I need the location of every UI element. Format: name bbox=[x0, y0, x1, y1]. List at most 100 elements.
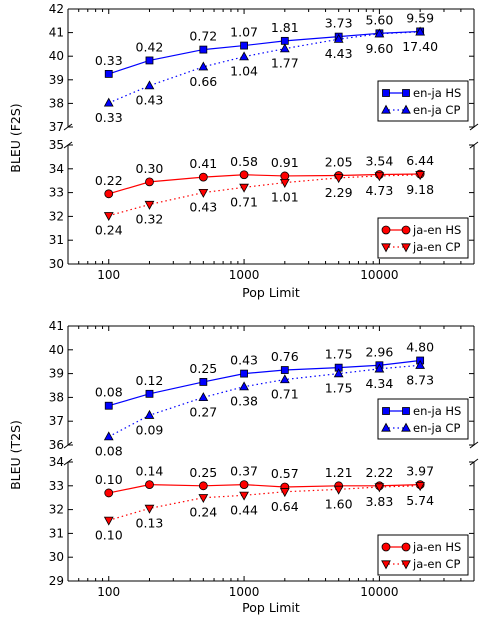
fig0-p0-s0-point bbox=[199, 45, 208, 54]
fig0-p1-ytick-label: 32 bbox=[49, 209, 64, 223]
fig1-p1-ytick-label: 29 bbox=[49, 574, 64, 588]
fig0-p1-s1-point bbox=[239, 183, 249, 193]
fig0-p1-legend-box bbox=[377, 217, 469, 259]
fig0-p1-legend-marker bbox=[401, 225, 411, 235]
fig0-p1-s0-data-label: 0.30 bbox=[136, 161, 164, 176]
fig1-y-axis-label: BLEU (T2S) bbox=[8, 420, 23, 490]
fig1-p1-ytick-label: 31 bbox=[49, 526, 64, 540]
fig1-p1-s1-data-label: 0.13 bbox=[136, 515, 164, 530]
fig1-p1-s0-line bbox=[108, 484, 421, 494]
fig1-p1-s1-point bbox=[374, 483, 385, 493]
fig1-p1-s1-data-label: 3.83 bbox=[365, 494, 393, 509]
fig1-x-axis-label: Pop Limit bbox=[242, 600, 300, 615]
fig0-p1-s1-data-label: 4.73 bbox=[365, 183, 393, 198]
fig1-p0-s0-line bbox=[108, 359, 421, 407]
fig0-p0-s0-point bbox=[280, 36, 289, 45]
fig1-xtick-label: 1000 bbox=[229, 585, 260, 599]
fig0-p0-s1-data-label: 1.04 bbox=[230, 64, 258, 79]
fig1-p1-s1-point bbox=[103, 516, 114, 526]
fig1-p0-legend-marker bbox=[402, 407, 410, 415]
fig1-p1-s1-line bbox=[108, 485, 421, 521]
fig0-p1-s0-point bbox=[145, 177, 154, 187]
fig0-x-axis-label: Pop Limit bbox=[242, 285, 300, 300]
fig1-p1-s1-data-label: 0.24 bbox=[189, 505, 217, 520]
fig0-p0-ytick-label: 39 bbox=[49, 73, 64, 87]
fig0-p0-s0-data-label: 0.72 bbox=[189, 29, 217, 44]
fig0-p1-s0-point bbox=[239, 170, 249, 180]
fig0-p0-s1-point bbox=[239, 51, 249, 61]
fig0-p1-s0-data-label: 6.44 bbox=[406, 153, 434, 168]
fig1-p1-s1-point bbox=[239, 491, 249, 501]
fig0-p1-s0-data-label: 0.41 bbox=[189, 156, 217, 171]
fig1-p1-s0-data-label: 0.37 bbox=[230, 464, 258, 479]
fig0-p0-s1-point bbox=[103, 97, 114, 107]
fig0-p1-s0-data-label: 2.05 bbox=[325, 154, 353, 169]
fig1-p0-s1-data-label: 0.08 bbox=[95, 444, 123, 459]
fig0-p0-s1-point bbox=[279, 43, 290, 53]
fig0-p1-s1-point bbox=[279, 179, 290, 188]
fig0-p0-s0-data-label: 0.42 bbox=[136, 39, 164, 54]
fig1-p0-s0-point bbox=[240, 369, 248, 378]
fig1-p0-ytick-label: 40 bbox=[49, 343, 64, 357]
fig0-p0-s0-point bbox=[145, 56, 154, 65]
fig1-p0-legend-marker bbox=[381, 422, 391, 432]
fig1-p0-s0-data-label: 0.12 bbox=[136, 373, 164, 388]
fig0-p1-legend-label: ja-en CP bbox=[412, 240, 460, 254]
fig1-p0-s1-data-label: 0.09 bbox=[136, 422, 164, 437]
fig1-p0-legend-marker bbox=[401, 422, 411, 432]
fig0-p1-s1-point bbox=[144, 200, 155, 210]
fig1-p0-s0-data-label: 0.76 bbox=[271, 349, 299, 364]
fig1-p0-s1-point bbox=[144, 409, 155, 419]
fig1-p1-s0-point bbox=[198, 481, 208, 491]
fig0-p0-s0-point bbox=[240, 41, 248, 50]
fig1-p1-s0-data-label: 1.21 bbox=[325, 465, 353, 480]
fig1-p1-legend-label: ja-en HS bbox=[412, 540, 461, 554]
fig0-p0-s0-line bbox=[108, 30, 421, 75]
fig1-p0-s1-point bbox=[279, 374, 290, 384]
fig0-p1-s0-data-label: 3.54 bbox=[365, 154, 393, 169]
fig1-p0-break-mark bbox=[63, 441, 479, 449]
fig0-p0-s1-data-label: 9.60 bbox=[365, 41, 393, 56]
fig0-p0-break-mark bbox=[63, 123, 479, 131]
fig1-p0-ytick-label: 37 bbox=[49, 414, 64, 428]
fig1-p1-s0-data-label: 0.14 bbox=[136, 464, 164, 479]
fig0-p1-ytick-label: 34 bbox=[49, 162, 64, 176]
fig0-p1-s1-point bbox=[415, 171, 426, 181]
fig1-p0-s1-point bbox=[333, 368, 344, 378]
fig0-p1-s1-data-label: 1.01 bbox=[271, 190, 299, 205]
fig1-p1-legend-label: ja-en CP bbox=[412, 557, 460, 571]
fig1-p1-s1-point bbox=[333, 485, 344, 495]
fig0-p1-s1-data-label: 0.43 bbox=[189, 200, 217, 215]
fig0-p1-s0-data-label: 0.22 bbox=[95, 173, 123, 188]
fig1-p1-s1-point bbox=[279, 488, 290, 498]
fig0-p0-s1-data-label: 0.66 bbox=[189, 74, 217, 89]
fig1-p0-s1-data-label: 4.34 bbox=[365, 376, 393, 391]
fig1-p1-s0-point bbox=[104, 488, 114, 498]
fig0-p1-s0-line bbox=[108, 173, 421, 195]
fig1-p0-legend-label: en-ja CP bbox=[413, 421, 460, 435]
fig0-p1-ytick-label: 30 bbox=[49, 257, 64, 271]
fig0-p0-s1-point bbox=[144, 80, 155, 90]
fig1-p1-s0-data-label: 3.97 bbox=[406, 464, 434, 479]
fig0-p0-s1-point bbox=[415, 26, 426, 36]
fig0-p1-legend-label: ja-en HS bbox=[412, 223, 461, 237]
fig1-p1-s0-data-label: 0.10 bbox=[95, 472, 123, 487]
fig0-p0-s1-point bbox=[333, 33, 344, 43]
fig1-p0-legend-marker bbox=[382, 407, 390, 415]
fig0-p1-s1-point bbox=[198, 189, 209, 198]
fig1-p1-s1-data-label: 0.64 bbox=[271, 499, 299, 514]
fig1-p0-s0-data-label: 0.08 bbox=[95, 385, 123, 400]
fig0-p1-ytick-label: 33 bbox=[49, 186, 64, 200]
fig1-p0-s1-data-label: 8.73 bbox=[406, 372, 434, 387]
fig0-p1-legend-marker bbox=[381, 225, 391, 235]
fig0-p0-s0-data-label: 1.07 bbox=[230, 25, 258, 40]
fig1-p0-s1-point bbox=[198, 392, 209, 401]
fig1-p1-ytick-label: 34 bbox=[49, 455, 64, 469]
fig0-p0-s0-data-label: 1.81 bbox=[271, 20, 299, 35]
fig0-p1-s1-line bbox=[108, 174, 421, 217]
fig1-p1-legend-marker bbox=[381, 560, 391, 570]
fig1-p1-ytick-label: 30 bbox=[49, 550, 64, 564]
fig1-p1-s1-point bbox=[198, 494, 209, 504]
fig1-p0-s0-point bbox=[280, 366, 289, 374]
